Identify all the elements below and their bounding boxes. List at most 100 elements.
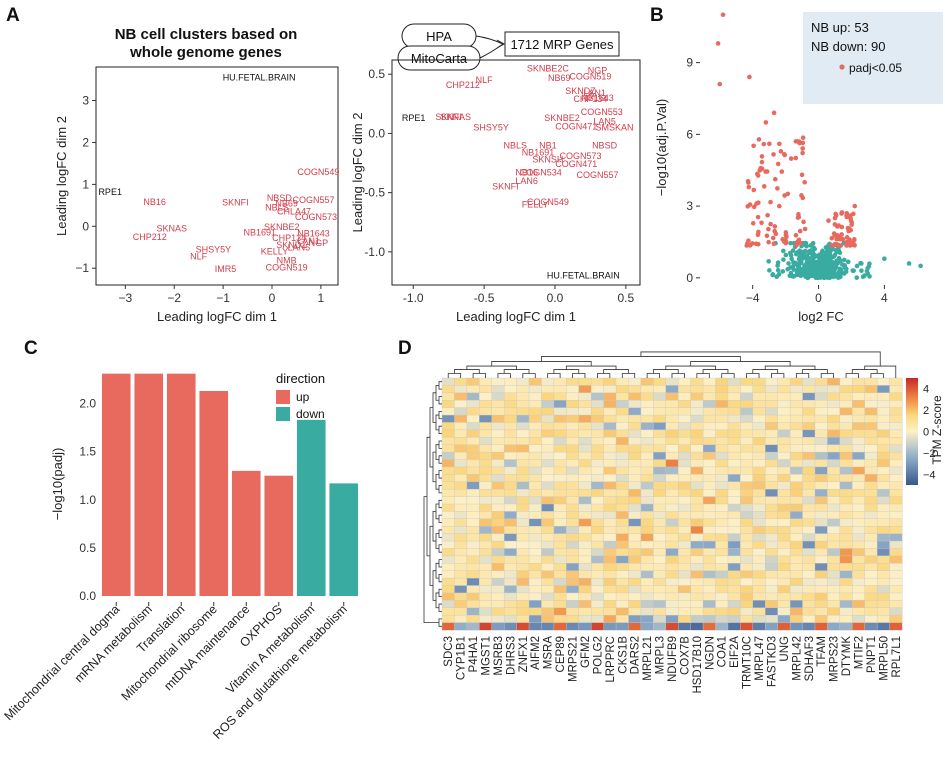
heatmap-cell <box>752 385 766 394</box>
heatmap-cell <box>541 592 555 601</box>
flow-arrow-head <box>496 39 506 49</box>
heatmap-cell <box>653 518 667 527</box>
heatmap-cell <box>665 400 679 409</box>
heatmap-cell <box>777 451 791 460</box>
volcano-point-ns <box>802 268 808 274</box>
heatmap-cell <box>615 600 629 609</box>
heatmap-cell <box>640 496 654 505</box>
volcano-point-outlier <box>747 74 752 80</box>
heatmap-cell <box>628 570 642 579</box>
heatmap-cell <box>678 533 692 542</box>
volcano-point-sig <box>746 184 752 190</box>
volcano-point-ns <box>821 270 826 276</box>
volcano-point-outlier <box>717 81 723 87</box>
heatmap-cell <box>578 526 592 535</box>
volcano-point-sig <box>746 180 751 185</box>
heatmap-cell <box>615 563 629 572</box>
heatmap-cell <box>491 585 505 594</box>
legend-tick: −2 <box>923 448 936 460</box>
heatmap-cell <box>640 377 654 386</box>
heatmap-cell <box>553 548 567 557</box>
heatmap-cell <box>802 614 816 623</box>
heatmap-cell <box>615 607 629 616</box>
heatmap-cell <box>615 481 629 490</box>
heatmap-cell <box>441 474 455 483</box>
heatmap-cell <box>765 481 779 490</box>
heatmap-cell <box>441 533 455 542</box>
heatmap-cell <box>590 592 605 601</box>
heatmap-cell <box>516 429 530 438</box>
heatmap-cell <box>715 474 729 483</box>
heatmap-cell <box>814 392 828 401</box>
plot-title-line: whole genome genes <box>129 44 282 61</box>
legend-down-swatch <box>276 407 290 421</box>
heatmap-cell <box>814 570 828 579</box>
heatmap-cell <box>553 407 567 416</box>
heatmap-cell <box>615 414 629 423</box>
row-dendrogram <box>423 381 442 627</box>
heatmap-cell <box>528 570 542 579</box>
heatmap-cell <box>889 496 903 505</box>
heatmap-cell <box>678 392 692 401</box>
volcano-point-sig <box>759 159 765 165</box>
legend-tick: 2 <box>923 405 929 417</box>
gene-label: NGDN <box>704 636 716 670</box>
heatmap-cell <box>516 481 530 490</box>
heatmap-cell <box>665 555 679 564</box>
heatmap-cell <box>690 437 704 446</box>
heatmap-cell <box>653 563 667 572</box>
heatmap-cell <box>765 474 779 483</box>
heatmap-cell <box>479 451 493 460</box>
volcano-point-ns <box>780 269 786 274</box>
heatmap-cell <box>678 563 692 572</box>
heatmap-cell <box>665 451 679 460</box>
heatmap-cell <box>491 377 505 386</box>
heatmap-cell <box>528 392 542 401</box>
heatmap-cell <box>839 422 853 431</box>
heatmap-cell <box>740 422 754 431</box>
point-label: RPE1 <box>402 113 426 123</box>
heatmap-cell <box>454 526 468 535</box>
heatmap-cell <box>665 444 679 453</box>
heatmap-cell <box>827 503 841 512</box>
heatmap-cell <box>578 511 592 520</box>
heatmap-cell <box>802 400 816 409</box>
heatmap-cell <box>479 614 493 623</box>
heatmap-cell <box>590 407 605 416</box>
heatmap-cell <box>864 400 878 409</box>
heatmap-cell <box>715 466 729 475</box>
heatmap-cell <box>665 459 679 468</box>
heatmap-cell <box>827 540 841 549</box>
heatmap-cell <box>553 414 567 423</box>
heatmap-cell <box>789 614 803 623</box>
dendrogram-branch <box>553 369 580 374</box>
heatmap-cell <box>740 444 754 453</box>
heatmap-cell <box>640 511 654 520</box>
heatmap-cell <box>827 451 841 460</box>
heatmap-cell <box>528 526 542 535</box>
heatmap-cell <box>765 377 779 386</box>
heatmap-cell <box>827 600 841 609</box>
heatmap-cell <box>516 422 530 431</box>
heatmap-cell <box>628 496 642 505</box>
heatmap-cell <box>441 444 455 453</box>
volcano-point-ns <box>807 266 812 271</box>
heatmap-cell <box>441 422 455 431</box>
heatmap-cell <box>578 488 592 497</box>
heatmap-cell <box>889 548 903 557</box>
gene-label: MRPS21 <box>568 636 580 682</box>
dendrogram-branch <box>820 373 835 378</box>
heatmap-cell <box>640 474 654 483</box>
heatmap-cell <box>590 392 605 401</box>
heatmap-cell <box>615 496 629 505</box>
heatmap-cell <box>678 466 692 475</box>
heatmap-cell <box>789 474 803 483</box>
heatmap-cell <box>852 518 866 527</box>
point-label: LAN1 <box>297 236 320 246</box>
heatmap-cell <box>578 400 592 409</box>
heatmap-cell <box>839 444 853 453</box>
heatmap-cell <box>765 414 779 423</box>
y-tick-label: 0 <box>82 219 89 233</box>
